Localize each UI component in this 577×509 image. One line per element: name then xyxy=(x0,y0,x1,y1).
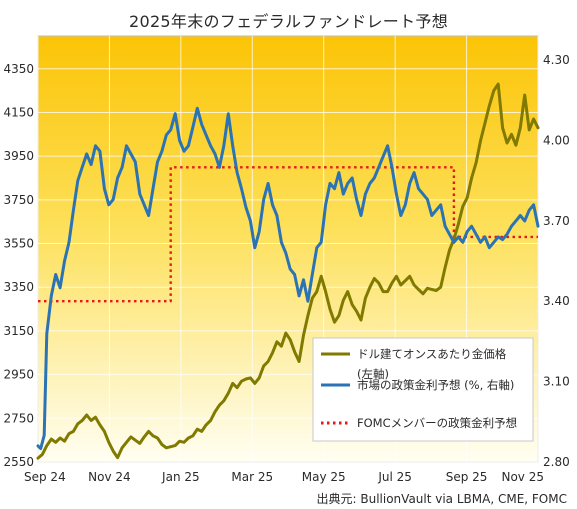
x-tick-label: Mar 25 xyxy=(231,470,273,484)
x-tick-label: May 25 xyxy=(302,470,346,484)
x-tick-label: Jan 25 xyxy=(161,470,200,484)
x-tick-label: Jul 25 xyxy=(377,470,412,484)
right-tick-label: 2.80 xyxy=(543,455,570,469)
x-tick-label: Nov 25 xyxy=(501,470,544,484)
right-axis: 2.80 3.10 3.40 3.70 4.00 4.30 xyxy=(543,53,570,469)
right-tick-label: 3.70 xyxy=(543,214,570,228)
source-note: 出典元: BullionVault via LBMA, CME, FOMC xyxy=(316,492,567,506)
left-tick-label: 4150 xyxy=(3,105,34,119)
market-rate-line xyxy=(36,106,540,451)
legend-label-fomc: FOMCメンバーの政策金利予想 xyxy=(357,416,517,430)
x-axis: Sep 24 Nov 24 Jan 25 Mar 25 May 25 Jul 25 Sep … xyxy=(24,470,544,484)
series-layer xyxy=(36,82,540,460)
chart-title: 2025年末のフェデラルファンドレート予想 xyxy=(128,12,449,31)
left-tick-label: 3950 xyxy=(3,149,34,163)
right-tick-label: 3.10 xyxy=(543,375,570,389)
legend-label-gold: ドル建てオンスあたり金価格 xyxy=(357,347,507,361)
left-axis: 2550 2750 2950 3150 3350 3550 3750 3950 4150 4350 xyxy=(3,62,34,469)
left-tick-label: 3350 xyxy=(3,280,34,294)
x-tick-label: Nov 24 xyxy=(88,470,131,484)
left-tick-label: 2750 xyxy=(3,411,34,425)
right-tick-label: 4.00 xyxy=(543,133,570,147)
legend-label-market: 市場の政策金利予想 (%, 右軸) xyxy=(357,378,514,392)
legend-label-gold-axis: (左軸) xyxy=(357,367,389,381)
x-tick-label: Sep 25 xyxy=(446,470,488,484)
left-tick-label: 3150 xyxy=(3,324,34,338)
legend: ドル建てオンスあたり金価格 (左軸) 市場の政策金利予想 (%, 右軸) FOM… xyxy=(312,337,534,442)
fomc-rate-line xyxy=(38,166,538,303)
left-tick-label: 3550 xyxy=(3,237,34,251)
gold-price-line xyxy=(36,82,540,460)
x-tick-label: Sep 24 xyxy=(24,470,66,484)
right-tick-label: 3.40 xyxy=(543,294,570,308)
left-tick-label: 2950 xyxy=(3,368,34,382)
right-tick-label: 4.30 xyxy=(543,53,570,67)
left-tick-label: 3750 xyxy=(3,193,34,207)
left-tick-label: 4350 xyxy=(3,62,34,76)
left-tick-label: 2550 xyxy=(3,455,34,469)
